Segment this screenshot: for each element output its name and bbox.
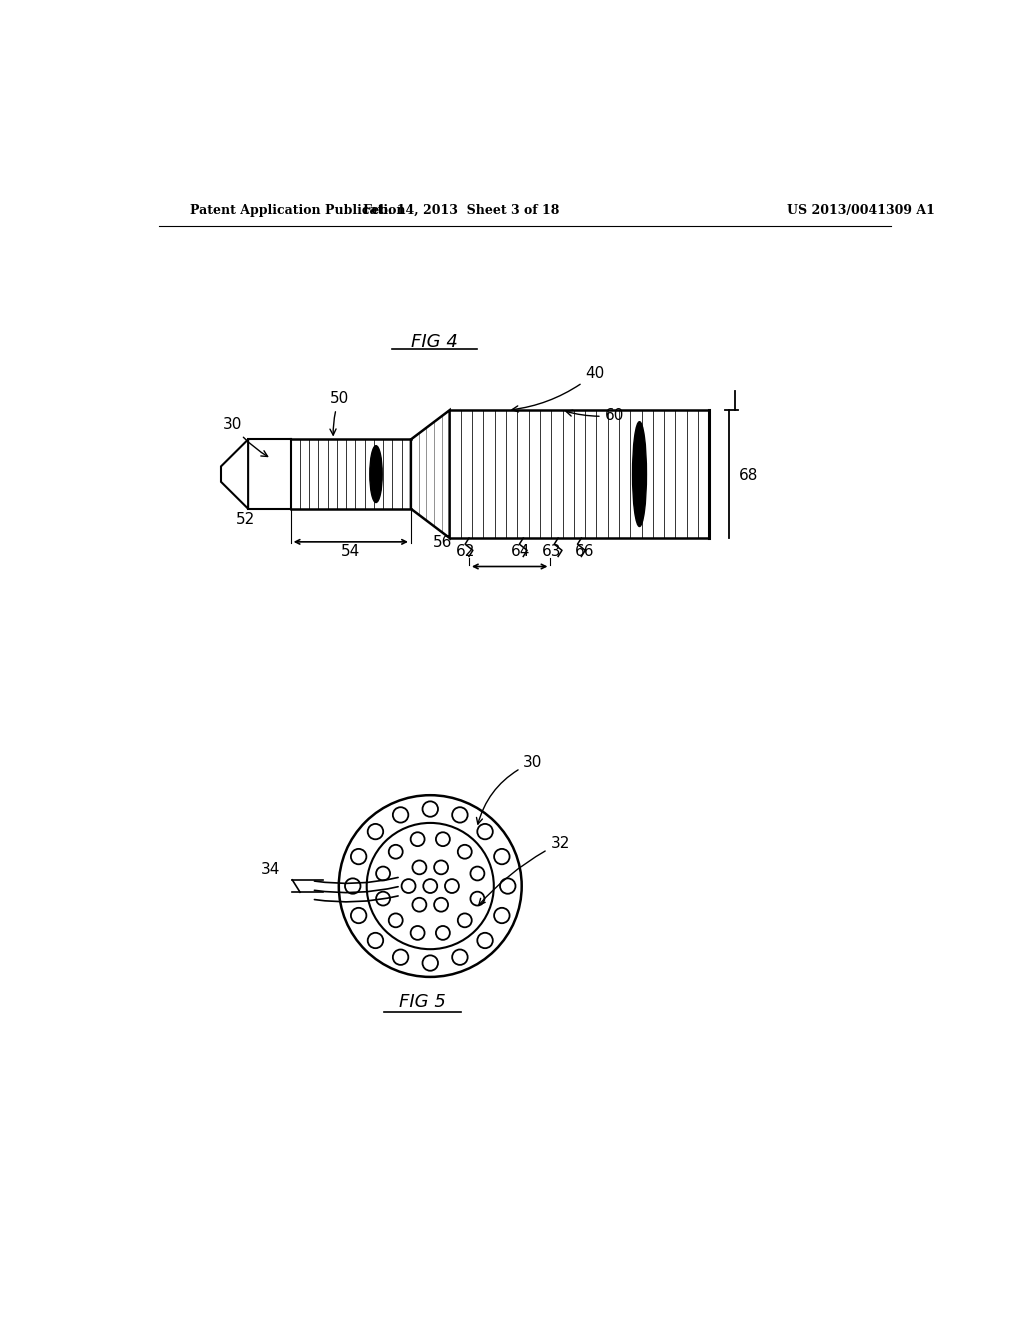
Ellipse shape <box>633 421 646 527</box>
Text: 68: 68 <box>738 469 758 483</box>
Text: 32: 32 <box>479 836 569 906</box>
Text: 56: 56 <box>432 535 452 550</box>
Text: FIG 4: FIG 4 <box>411 333 458 351</box>
Text: 52: 52 <box>237 512 255 527</box>
Text: 40: 40 <box>512 366 604 412</box>
Ellipse shape <box>370 446 382 503</box>
Text: 30: 30 <box>476 755 543 824</box>
Text: FIG 5: FIG 5 <box>399 993 445 1011</box>
Text: 50: 50 <box>330 391 349 436</box>
Text: 30: 30 <box>223 417 267 457</box>
Text: 60: 60 <box>566 408 624 424</box>
Text: 54: 54 <box>341 544 360 558</box>
Text: 66: 66 <box>575 544 595 558</box>
Text: US 2013/0041309 A1: US 2013/0041309 A1 <box>786 205 935 218</box>
Text: 63: 63 <box>542 544 562 558</box>
Text: 34: 34 <box>261 862 281 878</box>
Text: Patent Application Publication: Patent Application Publication <box>190 205 406 218</box>
Text: 64: 64 <box>511 544 530 558</box>
Text: ·: · <box>351 548 355 558</box>
Text: 62: 62 <box>457 544 475 558</box>
Text: Feb. 14, 2013  Sheet 3 of 18: Feb. 14, 2013 Sheet 3 of 18 <box>364 205 559 218</box>
